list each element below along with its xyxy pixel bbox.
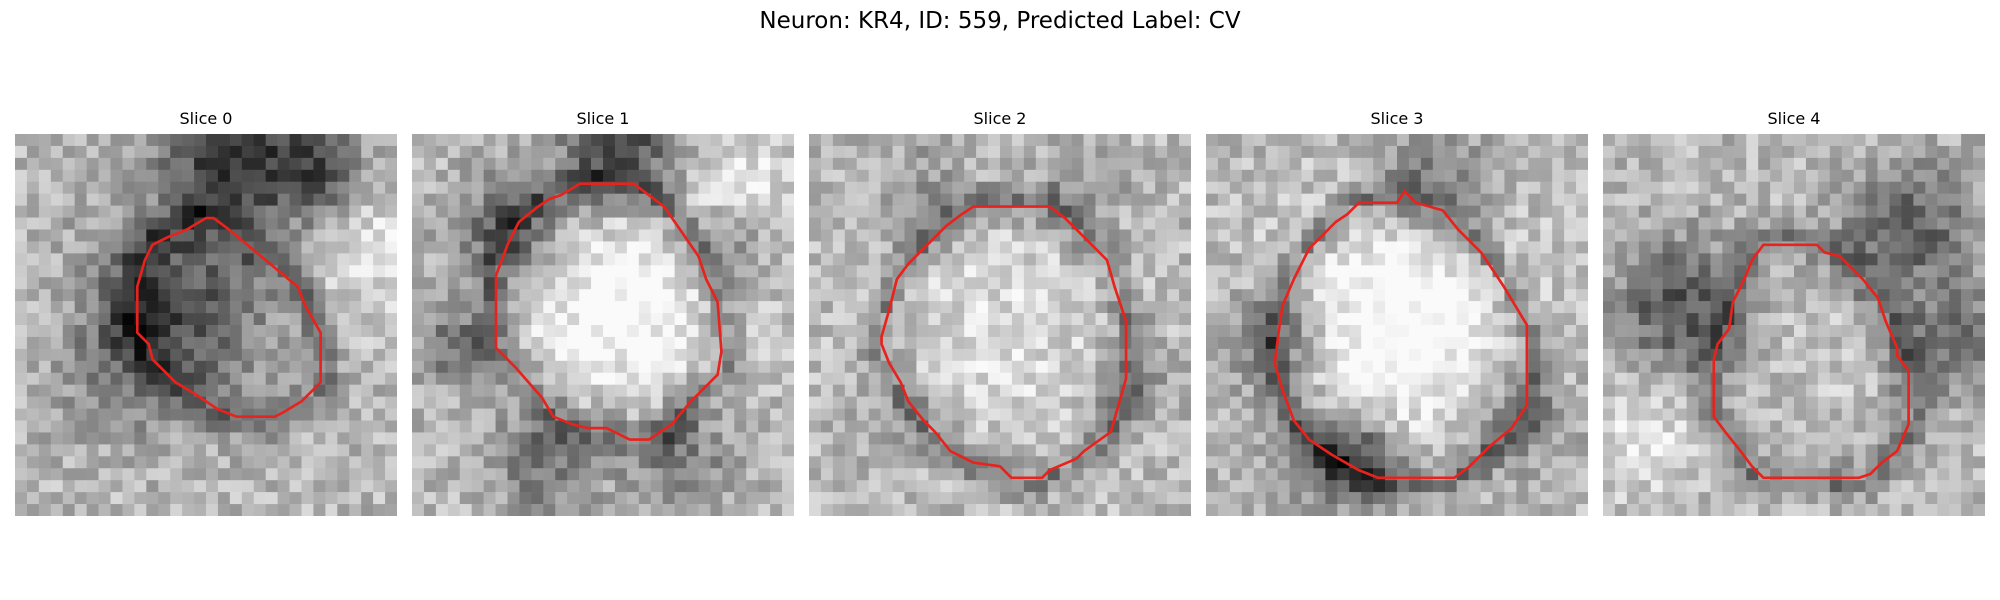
slice-0-pixels: [15, 134, 397, 516]
panel-title-slice-4: Slice 4: [1767, 109, 1821, 128]
slice-1-pixels: [412, 134, 794, 516]
slice-3-contour: [1273, 189, 1529, 480]
slice-2-contour: [880, 205, 1128, 480]
figure-title: Neuron: KR4, ID: 559, Predicted Label: C…: [759, 8, 1241, 34]
slice-4-contour: [1712, 243, 1910, 480]
panel-title-slice-0: Slice 0: [179, 109, 233, 128]
panel-title-slice-1: Slice 1: [576, 109, 630, 128]
slice-1-contour: [494, 182, 723, 441]
slice-2-image: [809, 134, 1191, 516]
slice-1-image: [412, 134, 794, 516]
slice-3-image: [1206, 134, 1588, 516]
slice-4-pixels: [1603, 134, 1985, 516]
panel-title-slice-2: Slice 2: [973, 109, 1027, 128]
slice-4-image: [1603, 134, 1985, 516]
slice-3-pixels: [1206, 134, 1588, 516]
panel-title-slice-3: Slice 3: [1370, 109, 1424, 128]
slice-0-contour: [135, 216, 322, 419]
slice-2-pixels: [809, 134, 1191, 516]
slice-0-image: [15, 134, 397, 516]
